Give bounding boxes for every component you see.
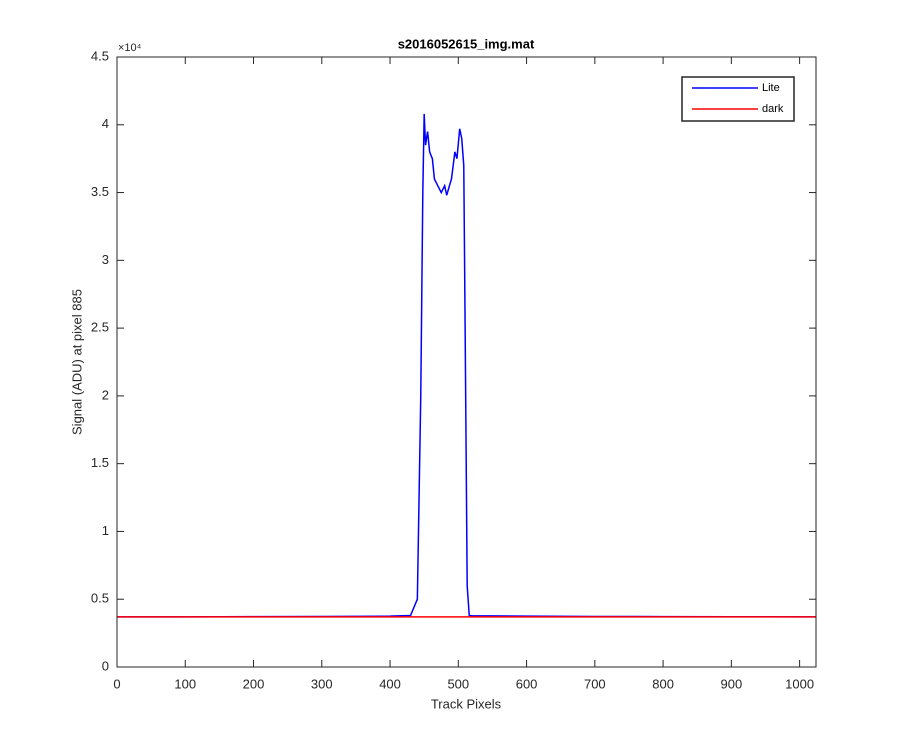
y-axis-label: Signal (ADU) at pixel 885 (69, 289, 84, 435)
y-tick-label: 4.5 (91, 48, 109, 63)
x-tick-label: 400 (379, 676, 401, 691)
x-tick-label: 500 (447, 676, 469, 691)
legend-box (681, 76, 795, 122)
x-tick-label: 0 (113, 676, 120, 691)
legend-label: dark (762, 103, 784, 115)
x-tick-label: 300 (311, 676, 333, 691)
y-tick-label: 0.5 (91, 591, 109, 606)
x-tick-label: 1000 (785, 676, 814, 691)
x-tick-label: 600 (516, 676, 538, 691)
y-tick-label: 1.5 (91, 455, 109, 470)
x-tick-label: 900 (721, 676, 743, 691)
x-axis-label: Track Pixels (431, 696, 502, 711)
y-tick-label: 0 (102, 658, 109, 673)
y-tick-label: 3 (102, 252, 109, 267)
y-tick-label: 4 (102, 116, 109, 131)
x-tick-label: 700 (584, 676, 606, 691)
x-tick-label: 800 (652, 676, 674, 691)
legend-label: Lite (762, 82, 780, 94)
data-line (117, 113, 817, 618)
x-tick-label: 200 (243, 676, 265, 691)
x-tick-label: 100 (174, 676, 196, 691)
chart-title: s2016052615_img.mat (398, 36, 535, 51)
y-tick-label: 2 (102, 387, 109, 402)
y-multiplier: ×10⁴ (118, 42, 142, 54)
y-tick-label: 1 (102, 523, 109, 538)
axes-box (116, 56, 817, 668)
y-tick-label: 3.5 (91, 184, 109, 199)
y-tick-label: 2.5 (91, 320, 109, 335)
